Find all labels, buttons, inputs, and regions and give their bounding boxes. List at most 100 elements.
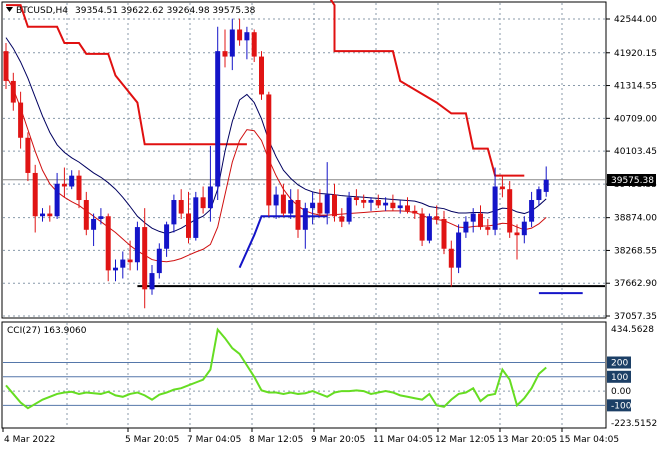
price-tick-label: 42544.00 bbox=[614, 15, 657, 25]
cci-level-lines bbox=[3, 362, 605, 406]
price-tick-label: 40709.00 bbox=[614, 114, 657, 124]
candle-body bbox=[426, 216, 432, 241]
candle-body bbox=[339, 216, 345, 222]
candle-body bbox=[237, 29, 243, 41]
candle-body bbox=[295, 200, 301, 230]
candle-body bbox=[288, 200, 294, 214]
candle-body bbox=[361, 200, 367, 203]
candle-body bbox=[521, 221, 527, 236]
candle-body bbox=[134, 227, 140, 263]
candle-body bbox=[529, 200, 535, 222]
cci-axis-label: 0.00 bbox=[611, 387, 631, 397]
grid-lines bbox=[3, 3, 605, 427]
cci-panel-frame bbox=[1, 321, 607, 429]
candle-body bbox=[32, 172, 38, 217]
candle-body bbox=[120, 259, 126, 268]
candle-body bbox=[244, 32, 250, 41]
cci-axis-label: -223.5152 bbox=[611, 419, 657, 429]
candle-body bbox=[259, 56, 264, 95]
candle-body bbox=[229, 29, 235, 57]
price-tick-label: 37057.35 bbox=[614, 312, 657, 322]
cci-axis-label: 200 bbox=[611, 359, 628, 369]
candle-body bbox=[171, 200, 177, 225]
candle-body bbox=[448, 248, 454, 268]
cci-title: CCI(27) 163.9060 bbox=[7, 326, 87, 336]
candle-body bbox=[499, 186, 505, 190]
fast-ma-line bbox=[5, 37, 547, 235]
candle-body bbox=[302, 208, 308, 230]
time-tick-label: 7 Mar 04:05 bbox=[187, 435, 241, 445]
candle-body bbox=[412, 210, 418, 214]
candle-body bbox=[178, 200, 184, 214]
candle-body bbox=[25, 137, 31, 173]
candle-body bbox=[346, 197, 352, 222]
stop-line bbox=[238, 215, 328, 269]
time-tick-label: 15 Mar 04:05 bbox=[559, 435, 619, 445]
candle-body bbox=[478, 213, 483, 228]
candle-body bbox=[105, 216, 111, 271]
time-tick-label: 9 Mar 20:05 bbox=[311, 435, 365, 445]
candle-body bbox=[40, 213, 45, 217]
candle-body bbox=[186, 213, 191, 238]
candle-body bbox=[383, 202, 389, 206]
price-tick-label: 41920.15 bbox=[614, 49, 657, 59]
candle-body bbox=[98, 216, 104, 219]
candle-body bbox=[127, 259, 133, 263]
candle-body bbox=[332, 194, 337, 217]
candle-body bbox=[375, 200, 381, 206]
candle-body bbox=[536, 189, 542, 201]
candle-body bbox=[54, 183, 60, 217]
candlesticks bbox=[3, 18, 549, 309]
candle-body bbox=[222, 51, 228, 57]
candle-body bbox=[164, 224, 170, 249]
candle-body bbox=[405, 205, 410, 211]
ohlc-readout: 39354.51 39622.62 39264.98 39575.38 bbox=[75, 6, 256, 16]
current-price-tag bbox=[607, 174, 656, 186]
candle-body bbox=[156, 248, 162, 274]
slow-ma-line bbox=[5, 75, 547, 263]
candle-body bbox=[18, 102, 24, 138]
candle-body bbox=[280, 194, 286, 214]
candle-body bbox=[142, 227, 148, 290]
candle-body bbox=[193, 197, 199, 238]
cci-axis-label: 100 bbox=[611, 373, 628, 383]
time-tick-label: 5 Mar 20:05 bbox=[125, 435, 179, 445]
cci-axis-label: -100 bbox=[611, 401, 632, 411]
candle-body bbox=[441, 218, 447, 249]
time-tick-label: 4 Mar 2022 bbox=[4, 435, 55, 445]
candle-body bbox=[317, 202, 323, 214]
cci-indicator bbox=[5, 327, 547, 410]
price-axis: 42544.00 41920.15 41314.55 40709.00 40103.45… bbox=[606, 15, 657, 429]
candle-body bbox=[83, 200, 89, 230]
candle-body bbox=[149, 273, 155, 290]
candle-body bbox=[251, 32, 257, 57]
candle-body bbox=[492, 186, 498, 230]
candle-body bbox=[368, 200, 374, 203]
symbol-timeframe: BTCUSD,H4 bbox=[16, 6, 68, 16]
price-tick-label: 41314.55 bbox=[614, 82, 657, 92]
price-tick-label: 37662.90 bbox=[614, 279, 657, 289]
candle-body bbox=[91, 218, 97, 230]
symbol-dropdown-icon[interactable] bbox=[6, 7, 13, 12]
candle-body bbox=[353, 197, 359, 201]
price-tick-label: 38874.00 bbox=[614, 214, 657, 224]
cci-line bbox=[5, 327, 547, 410]
candle-body bbox=[324, 194, 330, 214]
candle-body bbox=[463, 221, 469, 233]
candle-body bbox=[507, 189, 513, 233]
candle-body bbox=[390, 202, 396, 209]
candle-body bbox=[113, 267, 118, 271]
moving-averages bbox=[5, 37, 547, 263]
price-tick-label: 38268.55 bbox=[614, 246, 657, 256]
cci-level-tag bbox=[607, 399, 631, 412]
candle-body bbox=[207, 186, 213, 209]
current-price-value: 39575.38 bbox=[611, 176, 654, 186]
cci-level-tag bbox=[607, 370, 631, 383]
cci-axis-label: 434.5628 bbox=[611, 325, 654, 335]
candle-body bbox=[76, 175, 82, 201]
candle-body bbox=[310, 202, 316, 209]
candle-body bbox=[200, 197, 206, 209]
price-tick-label: 40103.45 bbox=[614, 147, 657, 157]
candle-body bbox=[10, 80, 16, 103]
